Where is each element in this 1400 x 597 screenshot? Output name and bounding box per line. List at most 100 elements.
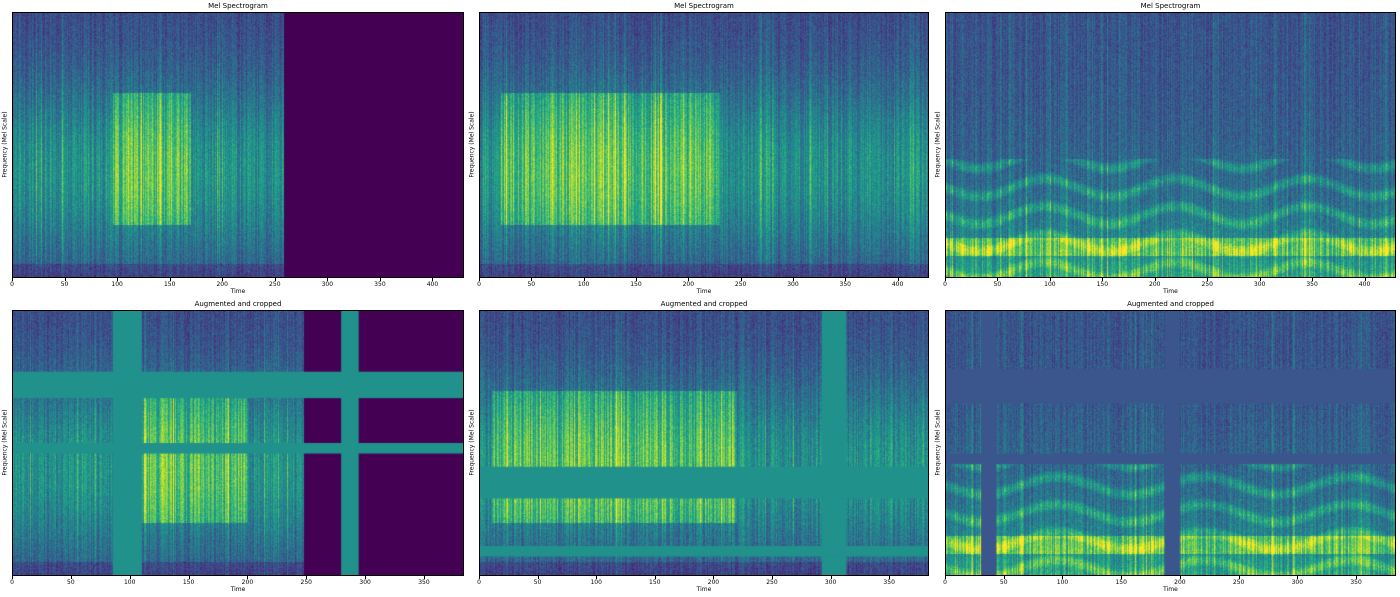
x-tick-label: 0 bbox=[943, 281, 947, 288]
heatmap-area bbox=[479, 12, 929, 278]
x-tick-mark bbox=[327, 278, 329, 281]
x-tick-label: 150 bbox=[630, 281, 642, 288]
x-tick-mark bbox=[897, 278, 899, 281]
x-tick-mark bbox=[1049, 278, 1051, 281]
x-tick-mark bbox=[889, 576, 891, 579]
x-tick-mark bbox=[1154, 278, 1156, 281]
x-tick-mark bbox=[365, 576, 367, 579]
x-tick-mark bbox=[1312, 278, 1314, 281]
x-tick-label: 350 bbox=[839, 281, 851, 288]
x-axis-label: Time bbox=[696, 586, 712, 593]
x-tick-mark bbox=[64, 278, 66, 281]
x-tick-label: 250 bbox=[269, 281, 281, 288]
x-tick-mark bbox=[117, 278, 119, 281]
x-tick-mark bbox=[12, 278, 13, 281]
x-tick-mark bbox=[1207, 278, 1209, 281]
x-tick-mark bbox=[583, 278, 585, 281]
x-tick-label: 200 bbox=[241, 579, 254, 586]
x-tick-label: 350 bbox=[1306, 281, 1318, 288]
x-tick-mark bbox=[479, 576, 480, 579]
x-tick-label: 100 bbox=[1056, 579, 1069, 586]
x-tick-label: 0 bbox=[10, 281, 14, 288]
x-tick-label: 300 bbox=[1253, 281, 1266, 288]
x-tick-label: 200 bbox=[1174, 579, 1186, 586]
x-tick-mark bbox=[997, 278, 999, 281]
x-tick-mark bbox=[1121, 576, 1123, 579]
x-tick-mark bbox=[1102, 278, 1104, 281]
x-tick-label: 250 bbox=[766, 579, 778, 586]
x-tick-label: 100 bbox=[123, 579, 136, 586]
x-tick-label: 200 bbox=[1149, 281, 1161, 288]
x-tick-label: 150 bbox=[649, 579, 661, 586]
x-tick-mark bbox=[222, 278, 224, 281]
x-tick-mark bbox=[12, 576, 13, 579]
x-tick-mark bbox=[1062, 576, 1064, 579]
x-tick-mark bbox=[740, 278, 742, 281]
x-tick-label: 250 bbox=[300, 579, 312, 586]
x-tick-label: 50 bbox=[527, 281, 536, 288]
x-tick-mark bbox=[1003, 576, 1005, 579]
x-tick-mark bbox=[654, 576, 656, 579]
x-tick-mark bbox=[1259, 278, 1261, 281]
x-tick-label: 100 bbox=[111, 281, 123, 288]
x-tick-mark bbox=[274, 278, 276, 281]
x-tick-label: 350 bbox=[1350, 579, 1362, 586]
x-tick-mark bbox=[432, 278, 434, 281]
x-tick-label: 150 bbox=[1096, 281, 1109, 288]
y-axis-label: Frequency (Mel Scale) bbox=[934, 111, 942, 178]
x-tick-mark bbox=[713, 576, 715, 579]
x-tick-mark bbox=[188, 576, 190, 579]
x-tick-mark bbox=[129, 576, 131, 579]
x-axis-label: Time bbox=[230, 586, 246, 593]
y-axis-label: Frequency (Mel Scale) bbox=[1, 409, 9, 476]
x-tick-mark bbox=[1356, 576, 1358, 579]
x-tick-label: 250 bbox=[1232, 579, 1245, 586]
heatmap-area bbox=[12, 310, 464, 576]
x-tick-mark bbox=[423, 576, 425, 579]
x-tick-mark bbox=[596, 576, 598, 579]
x-tick-label: 250 bbox=[1201, 281, 1213, 288]
x-tick-label: 50 bbox=[60, 281, 69, 288]
x-tick-mark bbox=[688, 278, 690, 281]
x-tick-label: 100 bbox=[1044, 281, 1056, 288]
x-tick-mark bbox=[1238, 576, 1240, 579]
x-tick-label: 50 bbox=[993, 281, 1002, 288]
x-tick-label: 50 bbox=[999, 579, 1008, 586]
x-tick-label: 350 bbox=[374, 281, 386, 288]
x-tick-label: 400 bbox=[891, 281, 904, 288]
y-axis-label: Frequency (Mel Scale) bbox=[468, 111, 476, 178]
heatmap-canvas bbox=[480, 311, 928, 575]
plot-title: Mel Spectrogram bbox=[674, 2, 734, 10]
x-tick-label: 400 bbox=[426, 281, 439, 288]
heatmap-area bbox=[945, 12, 1396, 278]
x-tick-mark bbox=[70, 576, 72, 579]
heatmap-canvas bbox=[13, 13, 463, 277]
x-tick-label: 0 bbox=[477, 281, 481, 288]
x-tick-label: 150 bbox=[1115, 579, 1127, 586]
x-tick-label: 0 bbox=[477, 579, 481, 586]
x-tick-label: 300 bbox=[824, 579, 837, 586]
x-tick-mark bbox=[1297, 576, 1299, 579]
x-tick-label: 250 bbox=[734, 281, 747, 288]
heatmap-canvas bbox=[13, 311, 463, 575]
x-tick-mark bbox=[635, 278, 637, 281]
x-tick-label: 150 bbox=[182, 579, 195, 586]
x-tick-label: 0 bbox=[943, 579, 947, 586]
heatmap-canvas bbox=[946, 13, 1395, 277]
heatmap-area bbox=[945, 310, 1396, 576]
x-tick-label: 300 bbox=[787, 281, 799, 288]
x-tick-label: 50 bbox=[67, 579, 75, 586]
plot-title: Mel Spectrogram bbox=[1140, 2, 1201, 10]
x-tick-mark bbox=[537, 576, 539, 579]
heatmap-canvas bbox=[946, 311, 1395, 575]
x-tick-mark bbox=[306, 576, 308, 579]
plot-title: Augmented and cropped bbox=[194, 300, 282, 308]
x-tick-mark bbox=[1179, 576, 1181, 579]
plot-title: Augmented and cropped bbox=[1127, 300, 1214, 308]
y-axis-label: Frequency (Mel Scale) bbox=[934, 409, 942, 476]
x-tick-label: 350 bbox=[418, 579, 430, 586]
x-tick-label: 200 bbox=[707, 579, 720, 586]
heatmap-area bbox=[12, 12, 464, 278]
heatmap-area bbox=[479, 310, 929, 576]
x-axis-label: Time bbox=[1163, 288, 1178, 295]
